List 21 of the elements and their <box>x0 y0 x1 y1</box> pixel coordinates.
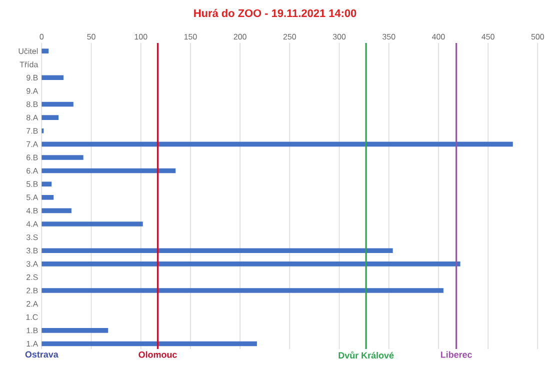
ref-line-label: Dvůr Králové <box>338 351 394 359</box>
bar <box>42 208 72 214</box>
bar <box>42 248 393 254</box>
ref-line-label: Olomouc <box>138 351 177 358</box>
text: Ostrava <box>25 351 58 358</box>
bar <box>42 288 444 293</box>
bar <box>42 75 64 80</box>
bar <box>42 142 513 147</box>
bar <box>42 328 108 333</box>
ref-line-label: Liberec <box>440 351 472 358</box>
bar <box>42 48 49 54</box>
chart-title: Hurá do ZOO - 19.11.2021 14:00 <box>194 8 356 18</box>
bar <box>42 168 176 174</box>
bar <box>42 115 59 120</box>
bar <box>42 194 54 200</box>
bar <box>42 155 84 160</box>
bar <box>42 222 143 226</box>
bar <box>42 341 257 346</box>
bar <box>42 182 52 186</box>
bar <box>42 102 74 107</box>
bar <box>42 262 460 266</box>
